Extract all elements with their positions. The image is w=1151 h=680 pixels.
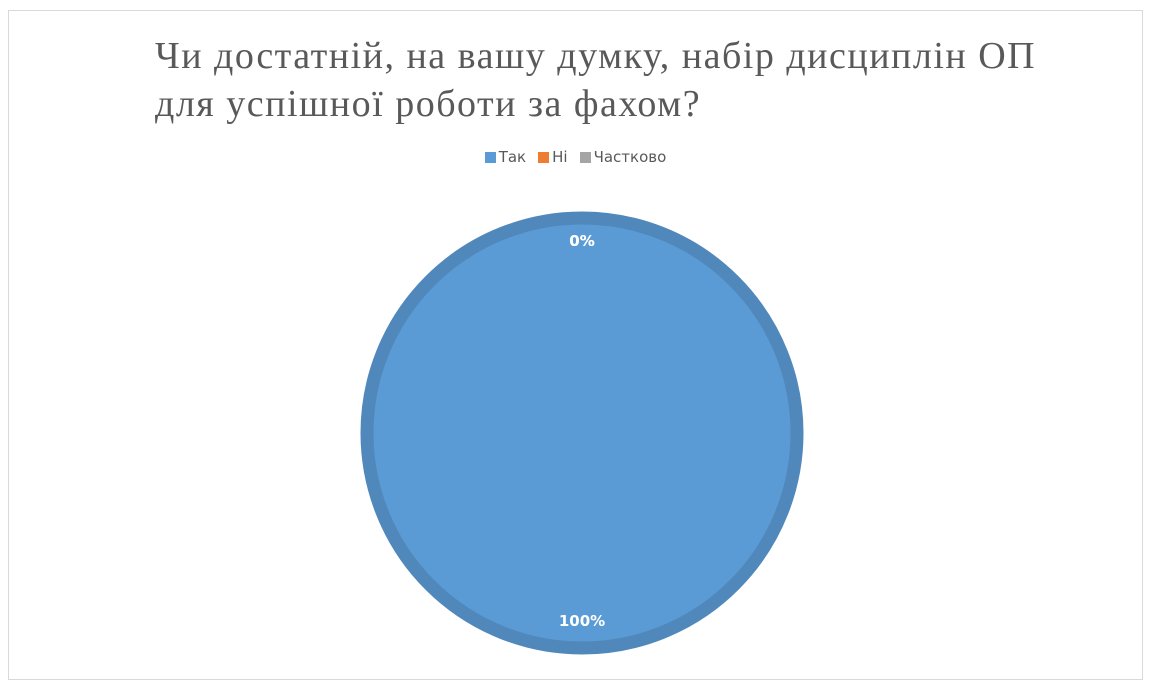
legend-item-chastkovo: Частково bbox=[579, 148, 667, 166]
pie-slice-0 bbox=[360, 211, 804, 655]
legend-swatch-chastkovo bbox=[579, 151, 591, 163]
legend-item-tak: Так bbox=[484, 148, 527, 166]
pie-slices bbox=[360, 211, 804, 655]
pie-data-labels: 100%0%0% bbox=[559, 232, 605, 630]
pie-data-label-0: 100% bbox=[559, 612, 605, 630]
legend-item-ni: Ні bbox=[538, 148, 568, 166]
legend-label-ni: Ні bbox=[552, 148, 568, 166]
legend-label-tak: Так bbox=[498, 148, 527, 166]
chart-title: Чи достатній, на вашу думку, набір дисци… bbox=[155, 35, 1037, 125]
legend-label-chastkovo: Частково bbox=[593, 148, 667, 166]
legend-swatch-tak bbox=[484, 151, 496, 163]
chart-legend: Так Ні Частково bbox=[0, 148, 1151, 166]
legend-swatch-ni bbox=[538, 151, 550, 163]
pie-data-label-2: 0% bbox=[569, 232, 594, 250]
pie-data-label-1: 0% bbox=[569, 232, 594, 250]
